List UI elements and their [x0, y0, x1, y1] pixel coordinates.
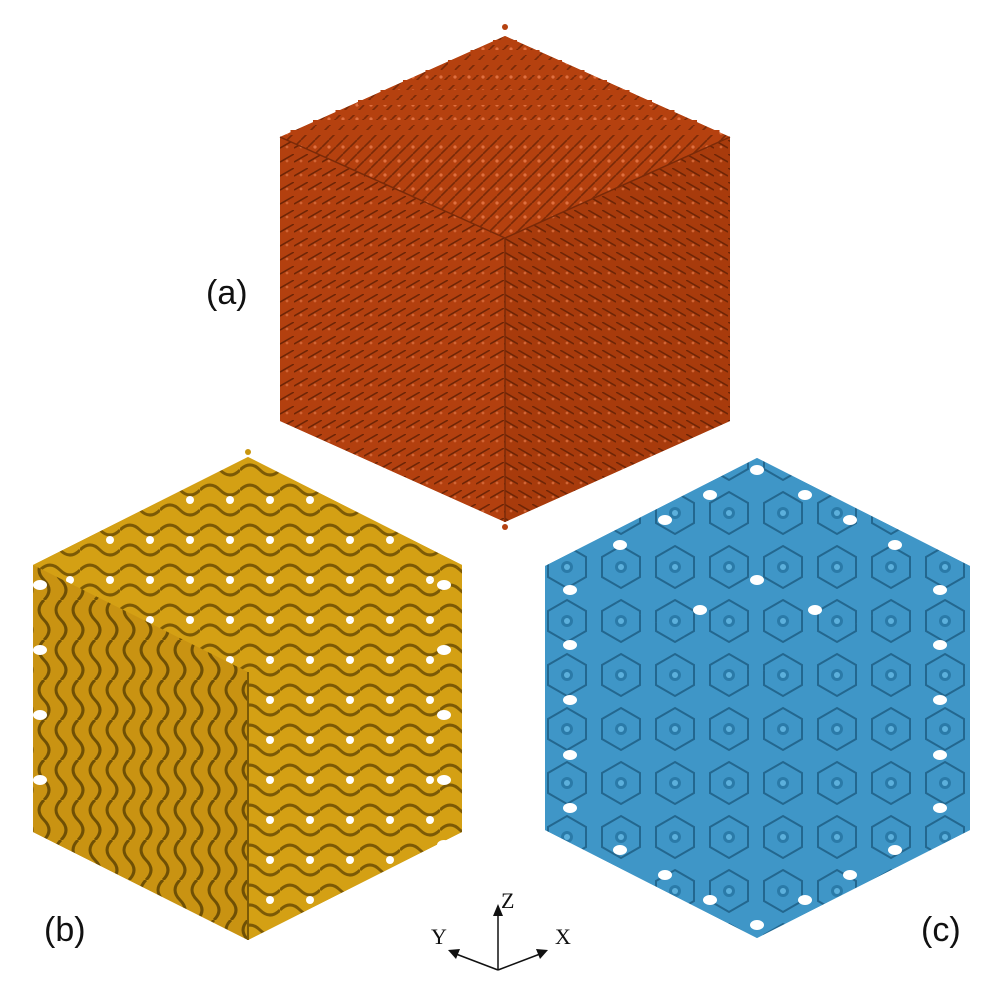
- panel-label-b: (b): [44, 911, 86, 949]
- lattice-c-hole: [750, 575, 764, 585]
- lattice-a-step: [380, 90, 630, 95]
- z-arrow-icon: [493, 904, 503, 916]
- lattice-c-hole: [933, 640, 947, 650]
- lattice-a-step: [335, 110, 675, 115]
- lattice-a-step: [403, 80, 607, 85]
- lattice-b-hole: [33, 645, 47, 655]
- lattice-b-hole: [437, 645, 451, 655]
- lattice-b-hole: [437, 580, 451, 590]
- lattice-c-hole: [933, 750, 947, 760]
- lattice-c-hole: [658, 515, 672, 525]
- lattice-c-hole: [703, 895, 717, 905]
- panel-label-a: (a): [206, 274, 248, 312]
- lattice-c-hole: [798, 490, 812, 500]
- x-arrow-icon: [536, 949, 548, 959]
- lattice-c-hole: [563, 750, 577, 760]
- lattice-c-hole: [843, 870, 857, 880]
- lattice-c-hole: [750, 465, 764, 475]
- lattice-c-hole: [693, 605, 707, 615]
- axis-label-y: Y: [431, 924, 447, 949]
- lattice-a-step: [448, 60, 562, 65]
- lattice-c-hole: [703, 490, 717, 500]
- lattice-c-hole: [843, 515, 857, 525]
- lattice-b-hole: [437, 775, 451, 785]
- lattice-c-hole: [888, 845, 902, 855]
- lattice-c-hole: [563, 585, 577, 595]
- lattice-c-hole: [798, 895, 812, 905]
- lattice-c-hole: [613, 540, 627, 550]
- lattice-a-step: [313, 120, 697, 125]
- lattice-c-hole: [750, 920, 764, 930]
- lattice-b-hole: [33, 580, 47, 590]
- lattice-b-hole: [33, 840, 47, 850]
- lattice-c-hole: [563, 803, 577, 813]
- lattice-a-step: [425, 70, 585, 75]
- axis-triad: [448, 904, 548, 971]
- axis-label-z: Z: [501, 888, 514, 913]
- lattice-a-step: [290, 130, 720, 135]
- panel-label-c: (c): [921, 911, 961, 949]
- lattice-c-hole: [933, 695, 947, 705]
- lattice-b-hole: [437, 840, 451, 850]
- lattice-c-hole: [808, 605, 822, 615]
- lattice-b-hole: [437, 710, 451, 720]
- lattice-a-step: [358, 100, 652, 105]
- lattice-c-hole: [888, 540, 902, 550]
- axis-label-x: X: [555, 924, 571, 949]
- lattice-c-hole: [563, 695, 577, 705]
- lattice-c-hole: [613, 845, 627, 855]
- lattice-b-hole: [33, 775, 47, 785]
- lattice-a-step: [470, 50, 540, 55]
- y-arrow-icon: [448, 949, 460, 959]
- lattice-b-hole: [33, 710, 47, 720]
- lattice-c-hole: [933, 803, 947, 813]
- lattice-a-step: [493, 40, 517, 45]
- lattice-b: [33, 449, 462, 940]
- lattice-a: [279, 24, 731, 530]
- lattice-c-hole: [933, 585, 947, 595]
- lattice-c-hole: [658, 870, 672, 880]
- lattice-c: [545, 458, 970, 938]
- lattice-c-hole: [563, 640, 577, 650]
